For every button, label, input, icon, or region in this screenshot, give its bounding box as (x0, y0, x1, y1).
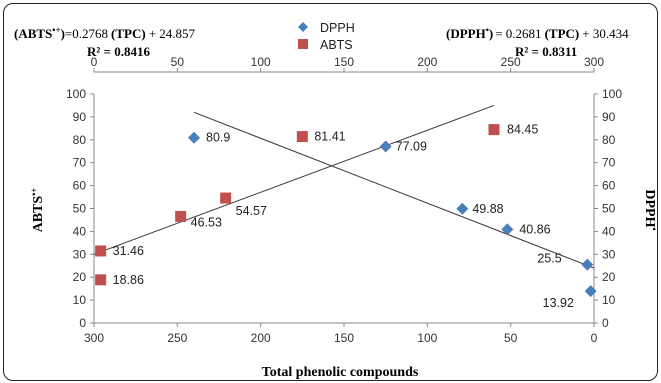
data-label-dpph: 25.5 (537, 252, 561, 266)
y-tick-label-right: 100 (602, 87, 622, 101)
data-point-abts (95, 245, 107, 257)
data-point-abts (220, 192, 232, 204)
legend-label-dpph: DPPH (320, 21, 355, 35)
data-point-dpph (379, 140, 392, 153)
x-tick-label-bottom: 0 (591, 331, 598, 345)
y-tick-label-left: 100 (66, 87, 86, 101)
abts-r2: R² = 0.8416 (87, 44, 150, 59)
x-tick-label-top: 200 (417, 55, 437, 69)
trendline-abts (93, 104, 495, 255)
chart-frame (3, 3, 658, 381)
data-point-dpph (501, 223, 514, 236)
y-tick-label-left: 30 (73, 247, 87, 261)
x-axis-title: Total phenolic compounds (262, 365, 419, 380)
data-label-abts: 46.53 (191, 215, 222, 229)
y-axis-title-right-text: DPPH (642, 189, 657, 227)
y-tick-label-left: 80 (73, 133, 87, 147)
y-tick-label-right: 40 (602, 224, 616, 238)
y-tick-label-right: 0 (602, 316, 609, 330)
legend-marker-abts (298, 39, 308, 49)
legend: DPPH ABTS (298, 21, 355, 52)
y-tick-label-right: 20 (602, 270, 616, 284)
x-tick-label-top: 300 (584, 55, 604, 69)
data-point-dpph (456, 202, 469, 215)
y-tick-label-left: 40 (73, 224, 87, 238)
y-axis-title-left: ABTS•+ (29, 188, 46, 233)
y-axis-title-left-text: ABTS (31, 196, 46, 233)
data-label-abts: 31.46 (113, 244, 144, 258)
x-tick-label-top: 100 (251, 55, 271, 69)
data-label-dpph: 40.86 (519, 222, 550, 236)
x-tick-label-bottom: 200 (251, 331, 271, 345)
x-tick-label-bottom: 150 (334, 331, 354, 345)
data-point-abts (296, 131, 308, 143)
x-tick-label-top: 150 (334, 55, 354, 69)
x-tick-label-top: 250 (501, 55, 521, 69)
dpph-r2: R² = 0.8311 (515, 44, 577, 59)
legend-label-abts: ABTS (320, 38, 353, 52)
x-tick-label-bottom: 250 (167, 331, 187, 345)
data-point-abts (488, 124, 500, 136)
data-point-abts (95, 274, 107, 286)
y-axis-title-left-sup: •+ (29, 188, 39, 196)
data-point-abts (175, 210, 187, 222)
y-tick-label-right: 10 (602, 293, 616, 307)
data-point-dpph (584, 285, 597, 298)
y-tick-label-right: 30 (602, 247, 616, 261)
abts-equation: (ABTS•+)=0.2768 (TPC) + 24.857 (14, 25, 196, 41)
data-label-abts: 81.41 (314, 130, 345, 144)
x-tick-label-bottom: 100 (417, 331, 437, 345)
data-label-dpph: 80.9 (206, 131, 230, 145)
y-tick-label-right: 80 (602, 133, 616, 147)
legend-marker-dpph (298, 22, 308, 32)
y-axis-title-right-sup: • (649, 227, 659, 230)
y-axis-title-right: DPPH• (642, 189, 659, 230)
data-label-abts: 18.86 (113, 273, 144, 287)
y-tick-label-left: 10 (73, 293, 87, 307)
y-tick-label-left: 90 (73, 110, 87, 124)
y-tick-label-right: 60 (602, 179, 616, 193)
y-tick-label-left: 50 (73, 202, 87, 216)
data-label-dpph: 13.92 (543, 296, 574, 310)
data-label-abts: 54.57 (236, 204, 267, 218)
x-tick-label-top: 50 (171, 55, 185, 69)
data-label-abts: 84.45 (507, 123, 538, 137)
y-tick-label-right: 70 (602, 156, 616, 170)
data-point-dpph (581, 258, 594, 271)
x-tick-label-bottom: 300 (84, 331, 104, 345)
y-tick-label-right: 50 (602, 202, 616, 216)
y-tick-label-left: 60 (73, 179, 87, 193)
dpph-equation: (DPPH•) = 0.2681 (TPC) + 30.434 (446, 25, 629, 41)
data-label-dpph: 77.09 (396, 139, 427, 153)
data-point-dpph (188, 131, 200, 144)
y-tick-label-left: 70 (73, 156, 87, 170)
y-tick-label-left: 0 (79, 316, 86, 330)
data-label-dpph: 49.88 (472, 202, 503, 216)
x-tick-label-bottom: 50 (504, 331, 518, 345)
x-tick-label-top: 0 (91, 55, 98, 69)
trendline-dpph (193, 111, 595, 269)
y-tick-label-right: 90 (602, 110, 616, 124)
y-tick-label-left: 20 (73, 270, 87, 284)
